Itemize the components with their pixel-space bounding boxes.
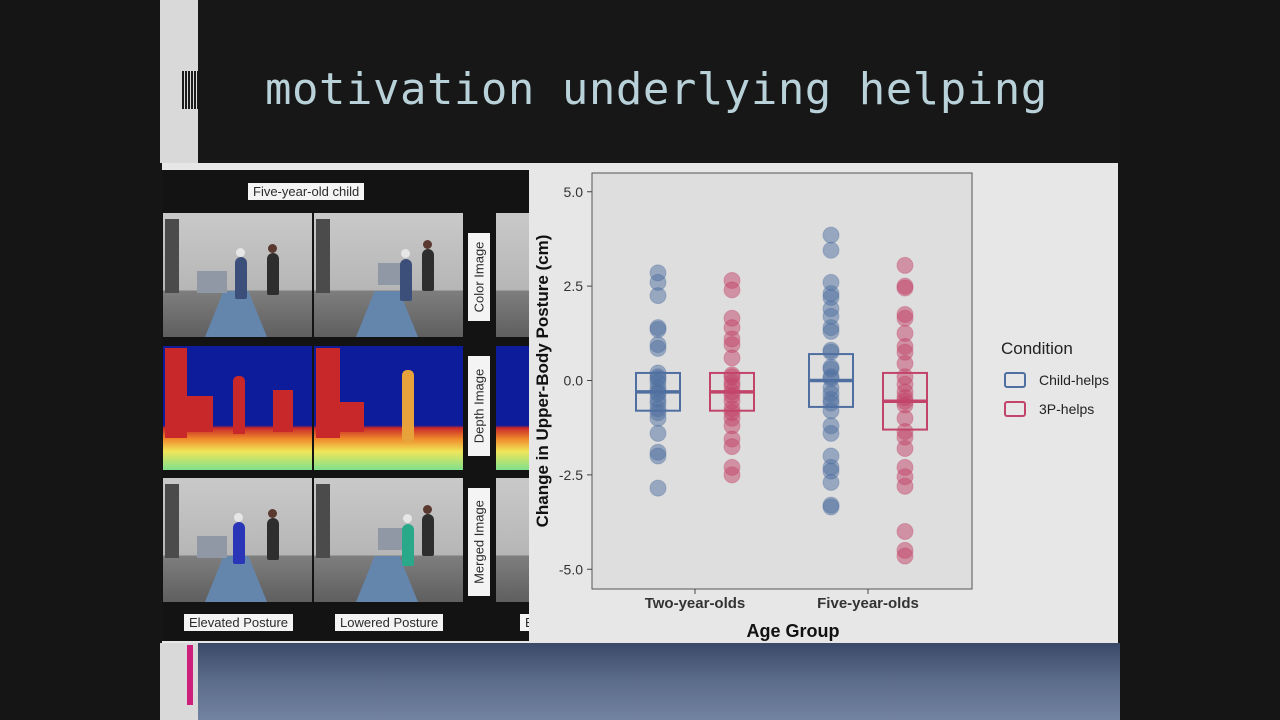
data-point: [822, 241, 840, 259]
row-label-depth: Depth Image: [468, 356, 490, 456]
data-point: [649, 287, 667, 305]
y-tick-label: 0.0: [564, 373, 584, 389]
data-point: [822, 424, 840, 442]
pink-accent-mark: [187, 645, 193, 705]
x-axis-label: Age Group: [747, 621, 840, 641]
y-tick-label: 5.0: [564, 184, 584, 200]
data-point: [822, 226, 840, 244]
legend-item-child-helps: Child-helps: [1004, 372, 1109, 388]
figure-panel: Five-year-old child Color Image: [162, 163, 1118, 643]
data-point: [822, 498, 840, 516]
y-tick-label: 2.5: [564, 278, 584, 294]
data-point: [822, 322, 840, 340]
data-point: [649, 409, 667, 427]
y-axis-label: Change in Upper-Body Posture (cm): [533, 235, 552, 528]
legend-label-child-helps: Child-helps: [1039, 372, 1109, 388]
legend-swatch-child-helps: [1004, 372, 1026, 388]
color-image-elevated: [163, 213, 312, 337]
color-image-third: [496, 213, 529, 337]
x-tick-label: Two-year-olds: [645, 595, 746, 612]
legend-title: Condition: [1001, 339, 1073, 358]
caption-lowered-posture: Lowered Posture: [335, 614, 444, 631]
data-point: [896, 279, 914, 297]
color-image-lowered: [314, 213, 463, 337]
legend-swatch-3p-helps: [1004, 401, 1026, 417]
photo-panel: Five-year-old child Color Image: [162, 170, 529, 641]
data-point: [822, 473, 840, 491]
merged-image-lowered: [314, 478, 463, 602]
row-label-color: Color Image: [468, 233, 490, 321]
bottom-bar: [198, 643, 1120, 720]
caption-elevated-posture: Elevated Posture: [184, 614, 294, 631]
chart-area: 5.0 2.5 0.0 -2.5 -5.0 Two-year-olds Five-year…: [529, 163, 1118, 643]
slide: motivation underlying helping Five-year-…: [160, 0, 1120, 720]
data-point: [896, 523, 914, 540]
data-point: [896, 439, 914, 457]
plot-background: [591, 172, 973, 590]
data-point: [896, 477, 914, 495]
depth-image-lowered: [314, 346, 463, 470]
photo-top-label: Five-year-old child: [248, 183, 365, 200]
legend-label-3p-helps: 3P-helps: [1039, 401, 1094, 417]
merged-image-third: [496, 478, 529, 602]
data-point: [723, 281, 741, 299]
barcode-decoration: [182, 71, 198, 109]
data-point: [649, 447, 667, 465]
data-point: [723, 466, 741, 484]
depth-image-third: [496, 346, 529, 470]
merged-image-elevated: [163, 478, 312, 602]
data-point: [896, 256, 914, 274]
x-tick-label: Five-year-olds: [817, 595, 919, 612]
data-point: [649, 424, 667, 442]
caption-third-posture: E: [520, 614, 529, 631]
y-tick-label: -5.0: [559, 561, 583, 577]
data-point: [822, 343, 840, 361]
data-point: [822, 402, 840, 420]
posture-chart: 5.0 2.5 0.0 -2.5 -5.0 Two-year-olds Five-year…: [533, 172, 1109, 641]
data-point: [896, 309, 914, 327]
y-tick-label: -2.5: [559, 467, 583, 483]
data-point: [723, 349, 741, 367]
title-bar: [198, 0, 1120, 163]
data-point: [896, 547, 914, 565]
legend-item-3p-helps: 3P-helps: [1004, 401, 1094, 417]
depth-image-elevated: [163, 346, 312, 470]
data-point: [649, 321, 667, 339]
row-label-merged: Merged Image: [468, 488, 490, 596]
data-point: [649, 479, 667, 497]
data-point: [723, 438, 741, 456]
slide-title: motivation underlying helping: [265, 64, 1048, 115]
data-point: [649, 339, 667, 357]
